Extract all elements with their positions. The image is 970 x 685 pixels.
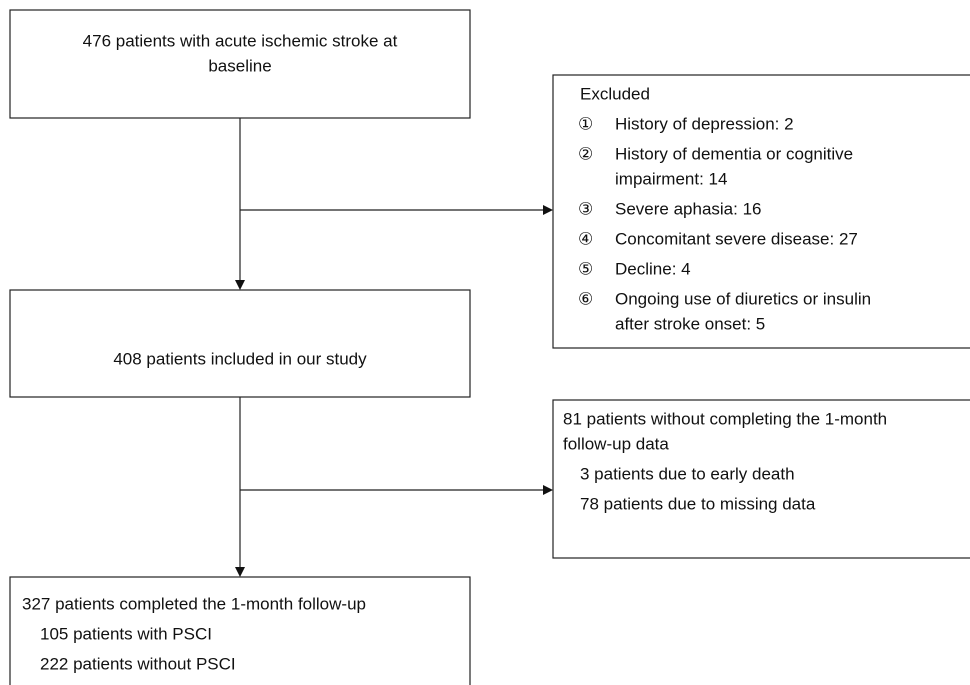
sub-text: 3 patients due to early death <box>580 464 795 483</box>
item-marker: ① <box>578 114 593 133</box>
sub-text: 105 patients with PSCI <box>40 624 212 643</box>
item-text: History of depression: 2 <box>615 114 794 133</box>
included-box <box>9 289 471 398</box>
sub-text: 222 patients without PSCI <box>40 654 236 673</box>
arrowhead <box>543 205 553 215</box>
arrowhead <box>543 485 553 495</box>
item-marker: ② <box>578 144 593 163</box>
item-text: Concomitant severe disease: 27 <box>615 229 858 248</box>
item-text: after stroke onset: 5 <box>615 314 765 333</box>
node-text: 476 patients with acute ischemic stroke … <box>83 31 398 50</box>
item-text: Decline: 4 <box>615 259 691 278</box>
arrowhead <box>235 567 245 577</box>
item-marker: ⑤ <box>578 259 593 278</box>
sub-text: 78 patients due to missing data <box>580 494 816 513</box>
node-text: 408 patients included in our study <box>113 349 367 368</box>
node-text: 327 patients completed the 1-month follo… <box>22 594 366 613</box>
item-text: History of dementia or cognitive <box>615 144 853 163</box>
item-text: Ongoing use of diuretics or insulin <box>615 289 871 308</box>
node-text: follow-up data <box>563 434 669 453</box>
baseline-box <box>9 9 471 119</box>
completed-box <box>9 576 471 685</box>
excluded-box <box>552 74 970 349</box>
item-text: Severe aphasia: 16 <box>615 199 762 218</box>
arrowhead <box>235 280 245 290</box>
lost-box <box>552 399 970 559</box>
node-text: 81 patients without completing the 1-mon… <box>563 409 887 428</box>
node-text: Excluded <box>580 84 650 103</box>
item-marker: ③ <box>578 199 593 218</box>
item-marker: ⑥ <box>578 289 593 308</box>
item-text: impairment: 14 <box>615 169 727 188</box>
node-text: baseline <box>208 56 271 75</box>
item-marker: ④ <box>578 229 593 248</box>
